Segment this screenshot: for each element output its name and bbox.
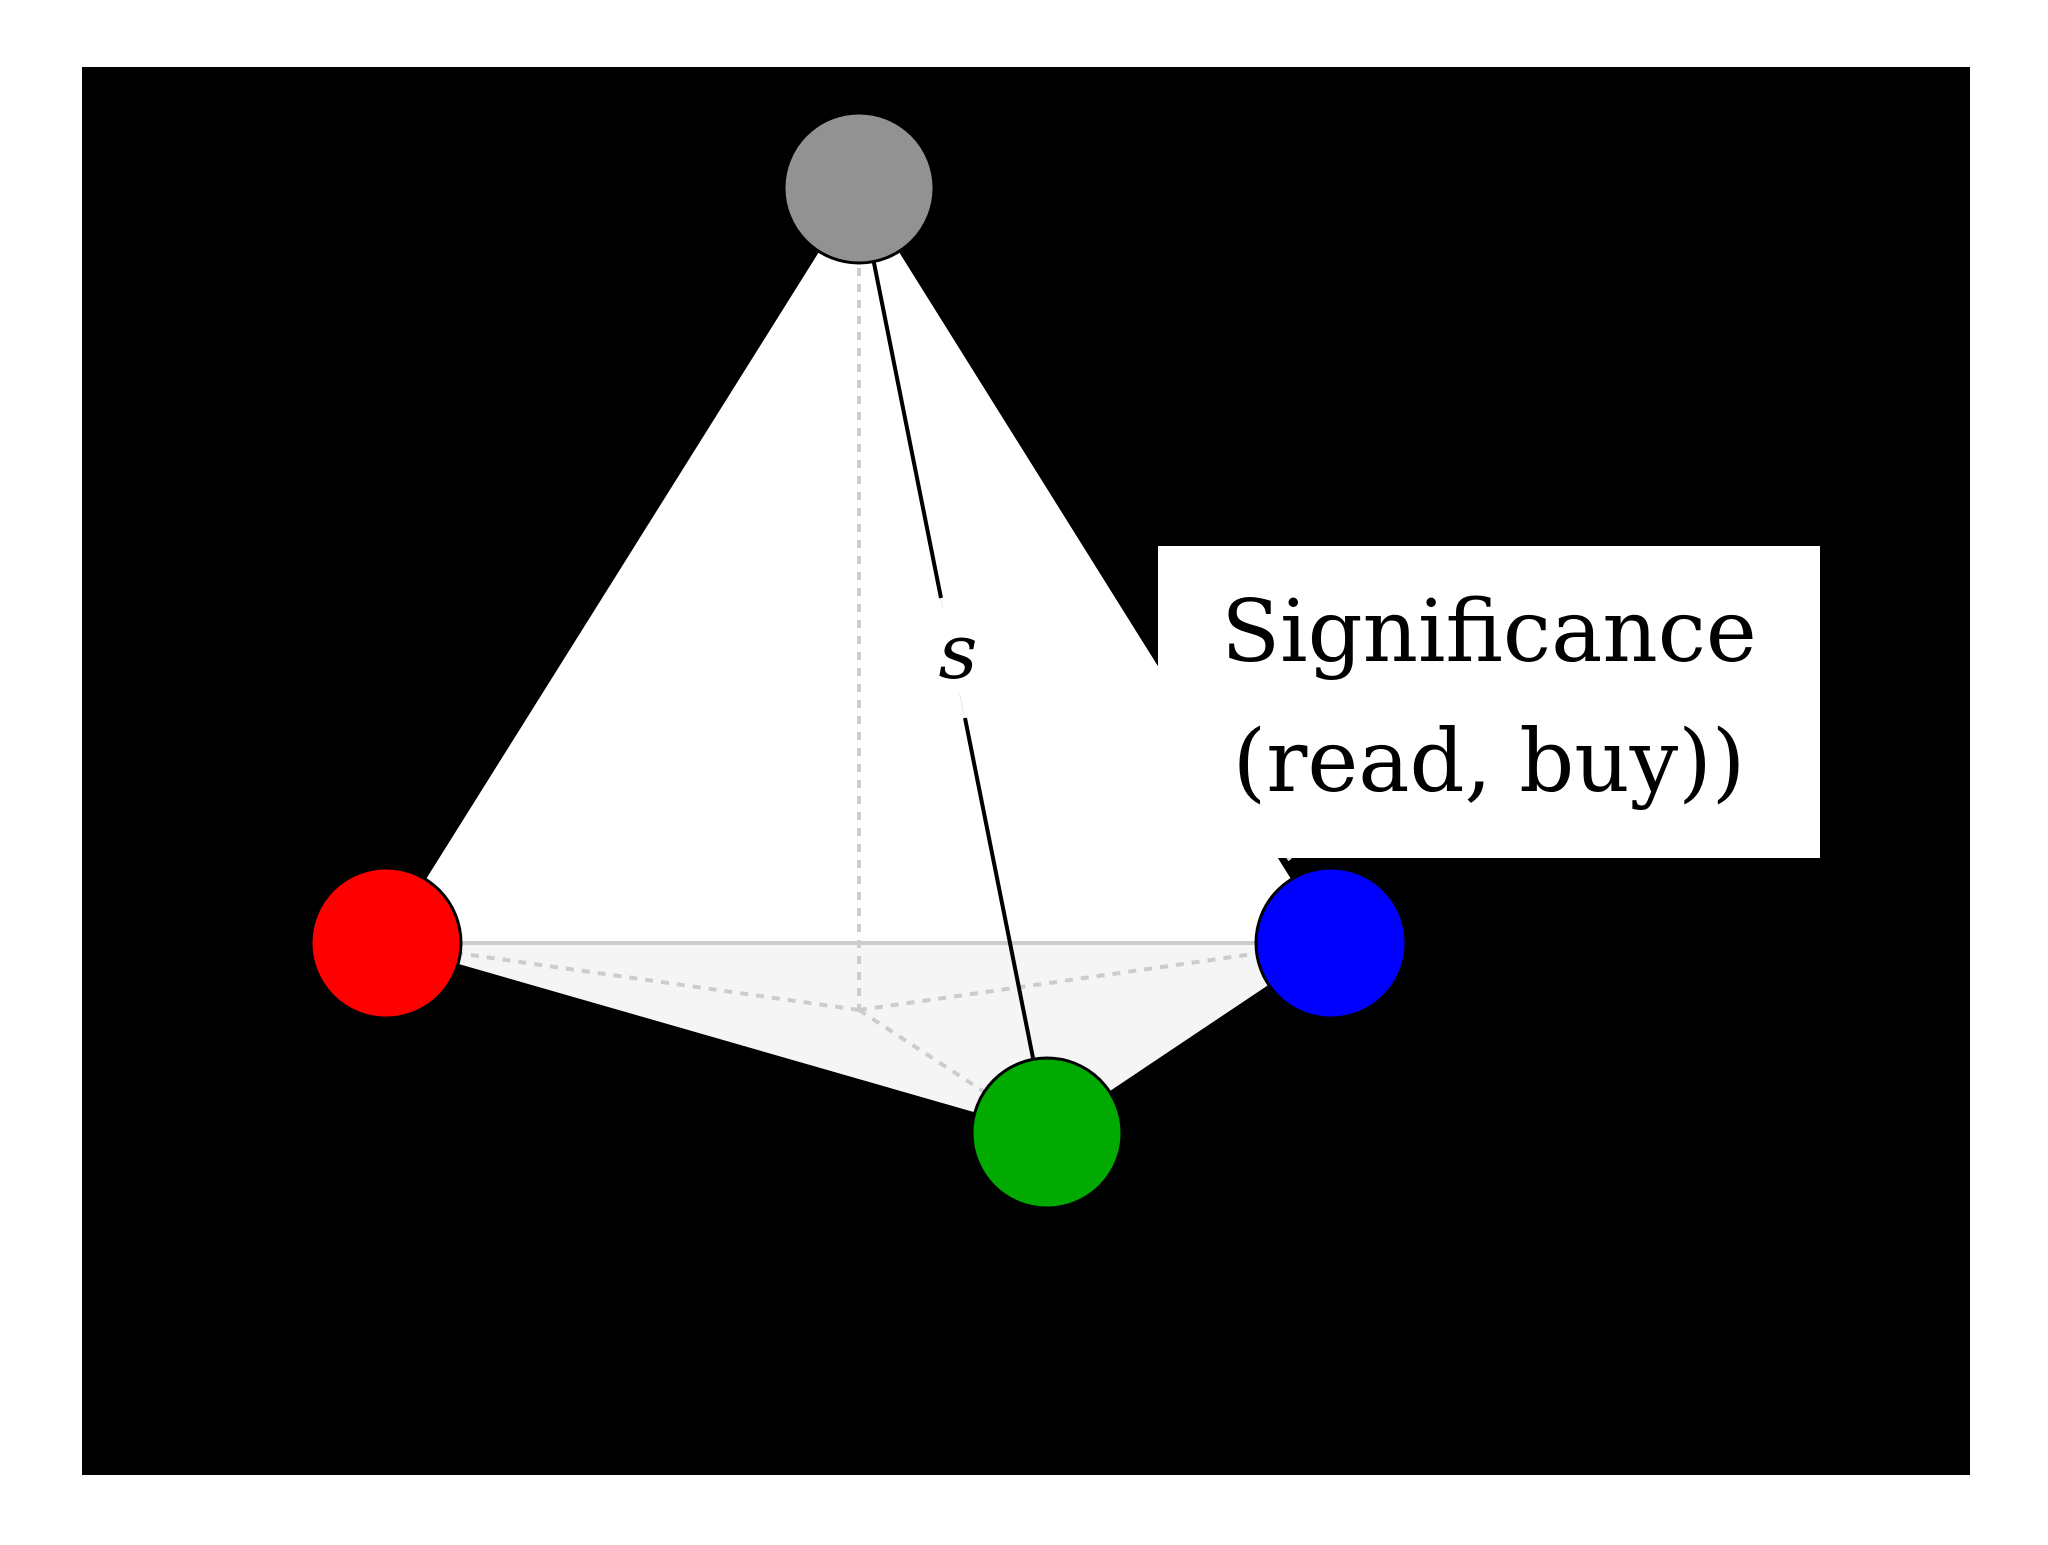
callout-line-1: Significance [1221,582,1757,682]
highlight-edge-upper [871,257,943,599]
callout-box [1158,546,1820,858]
edge-label-backdrop [922,608,984,694]
edge-label-s: s [938,607,977,696]
right-node [1254,866,1408,1020]
highlight-edge-lower [963,717,1035,1059]
apex-node [782,111,936,265]
face-left [386,188,1047,1133]
callout-line-2: (read, buy)) [1233,712,1746,812]
centroid-to-front-dashed [857,1008,1049,1135]
front-node [970,1056,1124,1210]
left-node [309,866,463,1020]
face-right [859,188,1331,1133]
